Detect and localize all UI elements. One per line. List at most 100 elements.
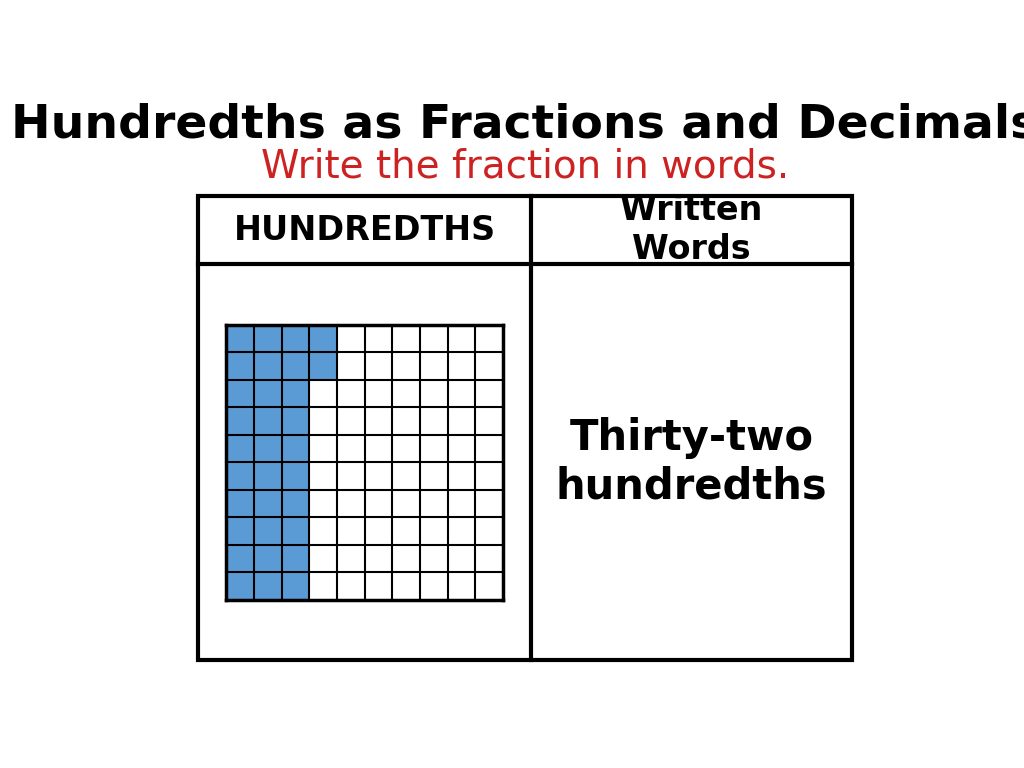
Bar (420, 435, 447, 462)
Bar (392, 572, 420, 600)
Bar (365, 545, 392, 572)
Bar (254, 435, 282, 462)
Bar (420, 545, 447, 572)
Bar (447, 379, 475, 407)
Bar (420, 572, 447, 600)
Bar (447, 462, 475, 490)
Bar (365, 325, 392, 352)
Bar (226, 462, 254, 490)
Bar (309, 325, 337, 352)
Bar (365, 490, 392, 517)
Text: Written
Words: Written Words (621, 194, 763, 266)
Bar (337, 352, 365, 379)
Text: Hundredths as Fractions and Decimals: Hundredths as Fractions and Decimals (11, 102, 1024, 147)
Bar (282, 352, 309, 379)
Bar (254, 379, 282, 407)
Text: HUNDREDTHS: HUNDREDTHS (233, 214, 496, 247)
Bar (365, 352, 392, 379)
Bar (309, 462, 337, 490)
Bar (447, 325, 475, 352)
Bar (226, 490, 254, 517)
Bar (447, 352, 475, 379)
Bar (309, 517, 337, 545)
Bar (392, 490, 420, 517)
Bar (282, 325, 309, 352)
Bar (447, 517, 475, 545)
Bar (475, 572, 503, 600)
Bar (337, 435, 365, 462)
Bar (420, 325, 447, 352)
Bar (282, 435, 309, 462)
Bar (309, 435, 337, 462)
Bar (254, 462, 282, 490)
Bar (365, 435, 392, 462)
Bar (392, 435, 420, 462)
Bar (337, 517, 365, 545)
Bar (392, 545, 420, 572)
Bar (337, 325, 365, 352)
Bar (447, 435, 475, 462)
Bar (337, 462, 365, 490)
Bar (392, 325, 420, 352)
Bar (254, 490, 282, 517)
Bar (365, 407, 392, 435)
Bar (309, 379, 337, 407)
Bar (254, 352, 282, 379)
Bar (475, 517, 503, 545)
Bar (309, 352, 337, 379)
Bar (254, 325, 282, 352)
Bar (226, 407, 254, 435)
Bar (309, 545, 337, 572)
Bar (282, 545, 309, 572)
Bar (475, 407, 503, 435)
Bar (254, 407, 282, 435)
Bar (365, 572, 392, 600)
Bar (282, 462, 309, 490)
Bar (365, 517, 392, 545)
Bar (420, 379, 447, 407)
Bar (447, 572, 475, 600)
Bar (226, 517, 254, 545)
Bar (226, 379, 254, 407)
Bar (226, 435, 254, 462)
Bar (447, 490, 475, 517)
Bar (420, 462, 447, 490)
Bar (420, 407, 447, 435)
Bar (447, 407, 475, 435)
Bar (254, 572, 282, 600)
Bar (475, 379, 503, 407)
Bar (392, 517, 420, 545)
Bar (254, 545, 282, 572)
Bar (282, 517, 309, 545)
Bar (420, 352, 447, 379)
Bar (337, 545, 365, 572)
Bar (337, 407, 365, 435)
Bar (475, 352, 503, 379)
Bar (309, 407, 337, 435)
Bar (282, 407, 309, 435)
Bar (475, 545, 503, 572)
Bar (226, 545, 254, 572)
Bar (475, 325, 503, 352)
Bar (420, 490, 447, 517)
Bar (337, 490, 365, 517)
Bar (226, 352, 254, 379)
Bar (365, 462, 392, 490)
Bar (309, 572, 337, 600)
Bar (309, 490, 337, 517)
Bar (365, 379, 392, 407)
Bar (254, 517, 282, 545)
Bar (226, 325, 254, 352)
Bar (392, 407, 420, 435)
Bar (392, 352, 420, 379)
Text: Write the fraction in words.: Write the fraction in words. (261, 147, 788, 185)
FancyBboxPatch shape (198, 196, 852, 660)
Bar (392, 462, 420, 490)
Bar (392, 379, 420, 407)
Bar (475, 435, 503, 462)
Bar (282, 572, 309, 600)
Bar (447, 545, 475, 572)
Bar (475, 490, 503, 517)
Bar (226, 572, 254, 600)
Bar (420, 517, 447, 545)
